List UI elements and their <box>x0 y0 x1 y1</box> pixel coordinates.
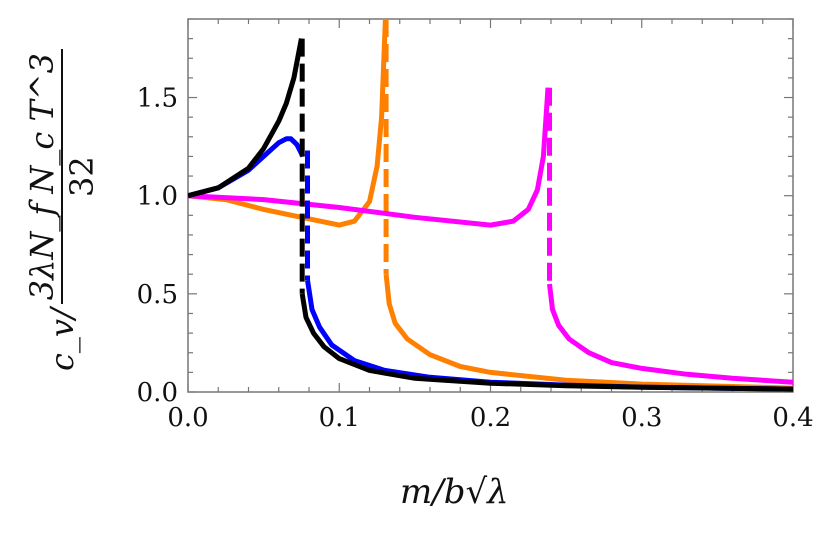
series-line-11 <box>299 293 793 392</box>
x-axis-label: m/b√λ <box>400 472 509 512</box>
y-tick-label: 0.0 <box>137 378 178 408</box>
y-tick-label: 1.5 <box>137 84 178 114</box>
y-tick-label: 0.5 <box>137 280 178 310</box>
ylabel-numerator: 3λN_f N_c T^3 <box>23 48 63 305</box>
series-line-5 <box>547 283 793 385</box>
series-line-9 <box>188 38 304 199</box>
y-axis-label: c_v/ 3λN_f N_c T^3 32 <box>17 30 107 390</box>
y-tick-label: 1.0 <box>137 182 178 212</box>
ylabel-prefix: c_v/ <box>43 308 81 372</box>
x-tick-label: 0.2 <box>470 403 511 433</box>
x-tick-label: 0.4 <box>772 403 813 433</box>
ylabel-denominator: 32 <box>63 156 101 197</box>
series-line-0 <box>188 19 388 228</box>
ylabel-fraction: 3λN_f N_c T^3 32 <box>23 48 101 305</box>
x-tick-label: 0.0 <box>167 403 208 433</box>
series-line-2 <box>383 273 793 391</box>
x-tick-label: 0.1 <box>319 403 360 433</box>
plot-frame <box>187 18 794 393</box>
x-tick-label: 0.3 <box>621 403 662 433</box>
